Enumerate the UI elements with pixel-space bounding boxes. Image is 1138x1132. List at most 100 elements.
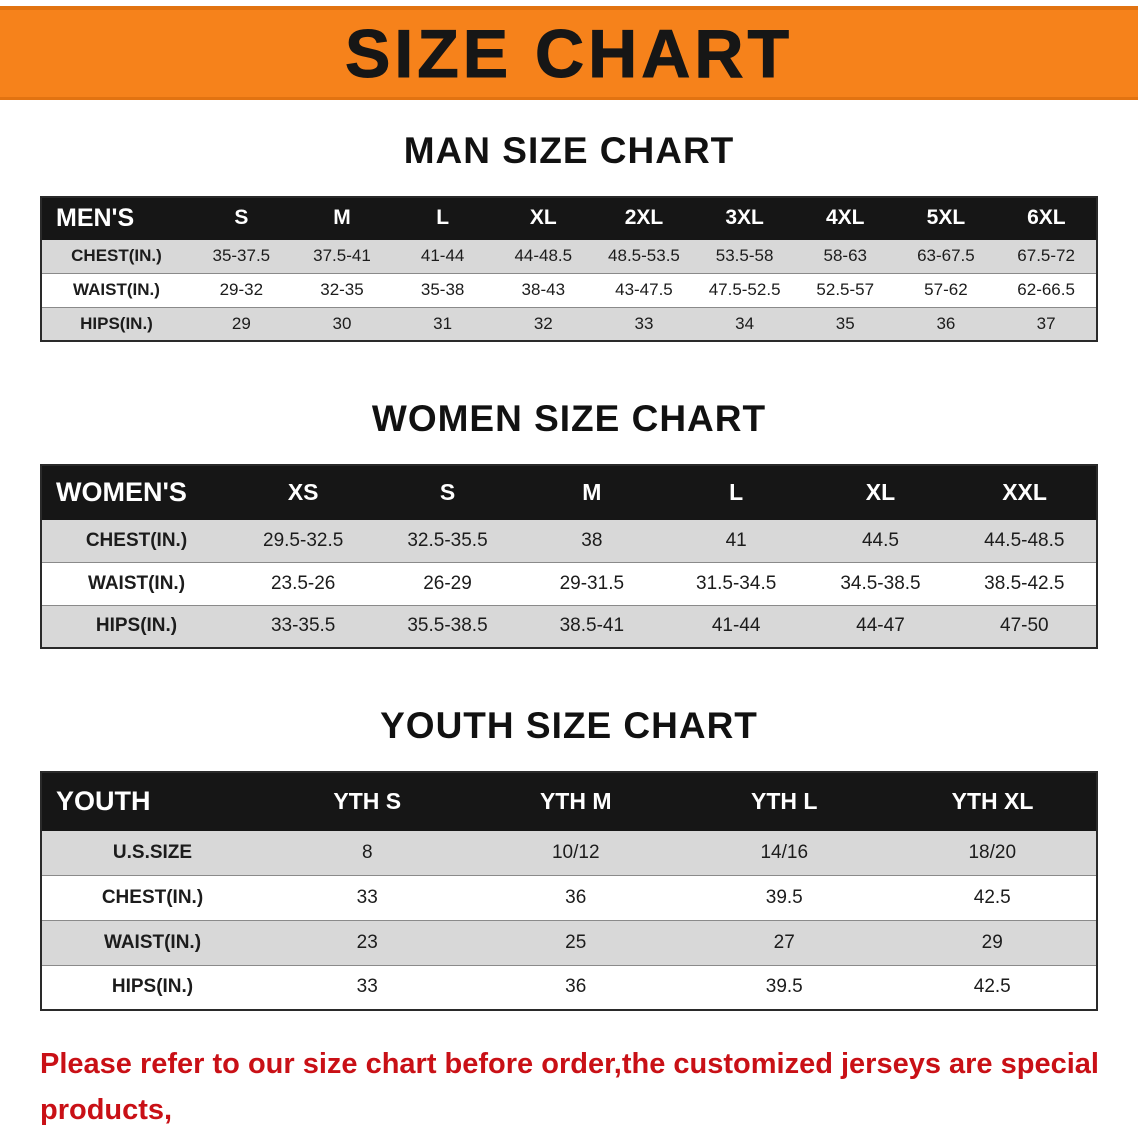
row-label: HIPS(IN.): [41, 964, 263, 1011]
value-cell: 18/20: [888, 829, 1097, 876]
value-cell: 32-35: [291, 272, 393, 308]
mens-size-header: 5XL: [895, 196, 997, 240]
table-row: CHEST(IN.) 35-37.5 37.5-41 41-44 44-48.5 48.5…: [41, 238, 1097, 274]
value-cell: 42.5: [888, 964, 1097, 1011]
table-row: CHEST(IN.) 33 36 39.5 42.5: [41, 874, 1097, 921]
row-label: HIPS(IN.): [41, 604, 231, 649]
womens-heading: WOMEN SIZE CHART: [371, 398, 767, 439]
value-cell: 41-44: [392, 238, 493, 274]
value-cell: 62-66.5: [996, 272, 1097, 308]
table-row: HIPS(IN.) 29 30 31 32 33 34 35 36 37: [41, 306, 1097, 342]
value-cell: 35.5-38.5: [375, 604, 520, 649]
value-cell: 33: [263, 964, 472, 1011]
value-cell: 35-37.5: [191, 238, 292, 274]
value-cell: 37.5-41: [291, 238, 393, 274]
mens-table: MEN'S S M L XL 2XL 3XL 4XL 5XL 6XL CHEST(IN.) 35-37…: [40, 196, 1098, 342]
mens-size-header: 6XL: [995, 196, 1098, 240]
value-cell: 36: [471, 874, 680, 921]
row-label: CHEST(IN.): [41, 874, 263, 921]
value-cell: 26-29: [375, 561, 520, 606]
value-cell: 29.5-32.5: [231, 518, 376, 563]
value-cell: 33: [593, 306, 695, 342]
mens-size-header: 4XL: [794, 196, 897, 240]
table-row: U.S.SIZE 8 10/12 14/16 18/20: [41, 829, 1097, 876]
mens-size-header: S: [190, 196, 293, 240]
value-cell: 47-50: [952, 604, 1097, 649]
value-cell: 29-32: [191, 272, 292, 308]
value-cell: 10/12: [471, 829, 680, 876]
value-cell: 42.5: [888, 874, 1097, 921]
row-label: WAIST(IN.): [41, 272, 191, 308]
row-label: WAIST(IN.): [41, 561, 231, 606]
table-row: WAIST(IN.) 29-32 32-35 35-38 38-43 43-47.5 47.…: [41, 272, 1097, 308]
row-label: U.S.SIZE: [41, 829, 263, 876]
mens-size-header: L: [391, 196, 494, 240]
womens-size-header: S: [374, 464, 521, 520]
value-cell: 36: [895, 306, 997, 342]
mens-size-header: XL: [492, 196, 595, 240]
mens-corner-label: MEN'S: [40, 196, 192, 240]
value-cell: 44-47: [808, 604, 953, 649]
mens-header-row: MEN'S S M L XL 2XL 3XL 4XL 5XL 6XL: [40, 196, 1098, 240]
value-cell: 63-67.5: [895, 238, 997, 274]
value-cell: 33: [263, 874, 472, 921]
womens-size-header: L: [663, 464, 809, 520]
value-cell: 52.5-57: [794, 272, 896, 308]
table-row: HIPS(IN.) 33 36 39.5 42.5: [41, 964, 1097, 1011]
value-cell: 37: [996, 306, 1097, 342]
youth-heading: YOUTH SIZE CHART: [380, 705, 758, 746]
value-cell: 41-44: [663, 604, 809, 649]
value-cell: 30: [291, 306, 393, 342]
value-cell: 43-47.5: [593, 272, 695, 308]
value-cell: 44.5-48.5: [952, 518, 1097, 563]
youth-corner-label: YOUTH: [40, 771, 264, 831]
mens-size-header: M: [291, 196, 393, 240]
value-cell: 31: [392, 306, 493, 342]
value-cell: 39.5: [680, 874, 889, 921]
value-cell: 32.5-35.5: [375, 518, 520, 563]
mens-heading: MAN SIZE CHART: [403, 130, 735, 171]
table-row: WAIST(IN.) 23 25 27 29: [41, 919, 1097, 966]
youth-size-header: YTH XL: [888, 771, 1098, 831]
value-cell: 32: [492, 306, 594, 342]
size-chart-banner: SIZE CHART: [0, 6, 1138, 100]
value-cell: 27: [680, 919, 889, 966]
womens-header-row: WOMEN'S XS S M L XL XXL: [40, 464, 1098, 520]
value-cell: 29: [191, 306, 292, 342]
value-cell: 38: [519, 518, 664, 563]
womens-size-header: XS: [230, 464, 376, 520]
value-cell: 29-31.5: [519, 561, 664, 606]
mens-section: MAN SIZE CHART MEN'S S M L XL 2XL 3XL 4XL 5XL 6XL C…: [0, 130, 1138, 342]
value-cell: 14/16: [680, 829, 889, 876]
womens-size-header: M: [519, 464, 665, 520]
youth-section: YOUTH SIZE CHART YOUTH YTH S YTH M YTH L YTH …: [0, 705, 1138, 1011]
table-row: CHEST(IN.) 29.5-32.5 32.5-35.5 38 41 44.5 44.5…: [41, 518, 1097, 563]
footer-note: Please refer to our size chart before or…: [40, 1041, 1108, 1132]
value-cell: 53.5-58: [694, 238, 795, 274]
value-cell: 23: [263, 919, 472, 966]
womens-size-header: XL: [807, 464, 954, 520]
value-cell: 31.5-34.5: [663, 561, 809, 606]
sections: MAN SIZE CHART MEN'S S M L XL 2XL 3XL 4XL 5XL 6XL C…: [0, 130, 1138, 1011]
value-cell: 23.5-26: [231, 561, 376, 606]
youth-size-header: YTH L: [679, 771, 889, 831]
value-cell: 29: [888, 919, 1097, 966]
womens-corner-label: WOMEN'S: [40, 464, 232, 520]
value-cell: 38.5-42.5: [952, 561, 1097, 606]
value-cell: 35-38: [392, 272, 493, 308]
value-cell: 57-62: [895, 272, 997, 308]
value-cell: 41: [663, 518, 809, 563]
mens-size-header: 2XL: [593, 196, 695, 240]
youth-size-header: YTH M: [471, 771, 681, 831]
banner-title: SIZE CHART: [345, 15, 793, 92]
value-cell: 48.5-53.5: [593, 238, 695, 274]
mens-size-header: 3XL: [693, 196, 796, 240]
value-cell: 58-63: [794, 238, 896, 274]
row-label: WAIST(IN.): [41, 919, 263, 966]
value-cell: 34.5-38.5: [808, 561, 953, 606]
womens-table: WOMEN'S XS S M L XL XXL CHEST(IN.) 29.5-32.5 32.5…: [40, 464, 1098, 649]
value-cell: 36: [471, 964, 680, 1011]
value-cell: 47.5-52.5: [694, 272, 795, 308]
womens-section: WOMEN SIZE CHART WOMEN'S XS S M L XL XXL CHEST(I…: [0, 398, 1138, 649]
value-cell: 8: [263, 829, 472, 876]
